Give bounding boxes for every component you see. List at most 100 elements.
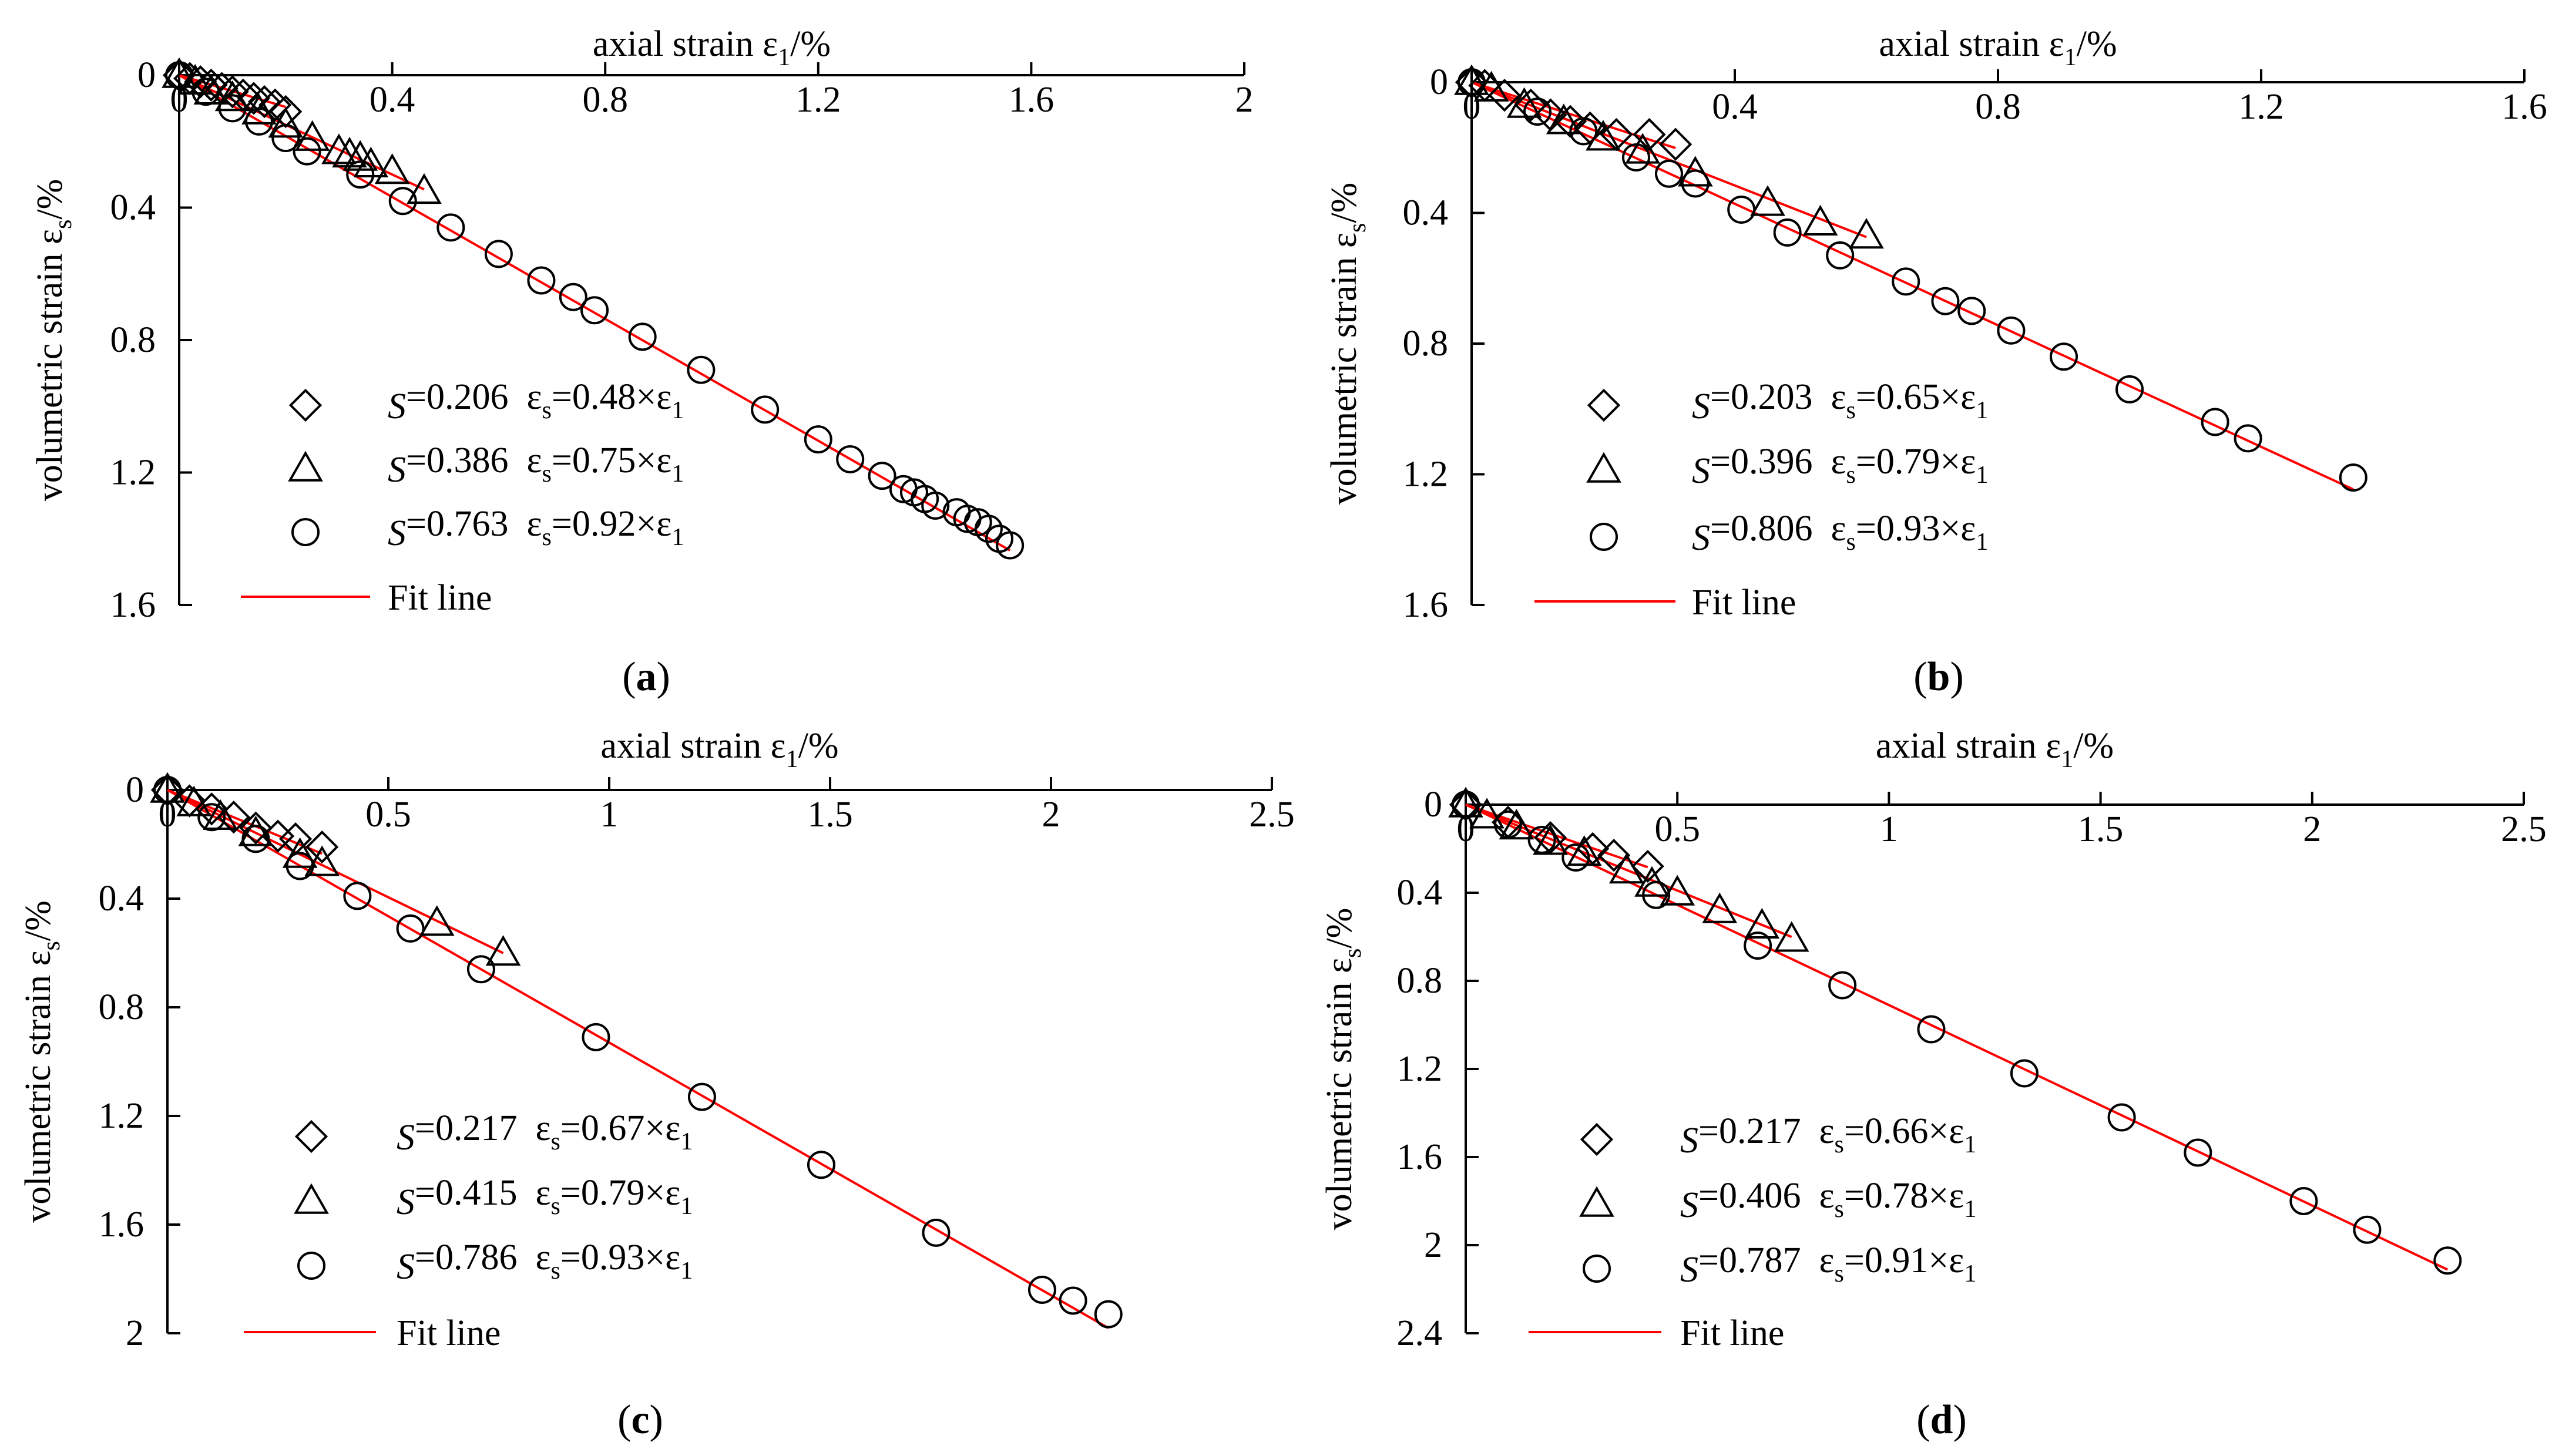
data-point-circle — [286, 852, 314, 880]
legend-marker-diamond — [294, 1119, 328, 1154]
data-point-triangle — [321, 133, 357, 164]
data-point-diamond — [1449, 788, 1483, 822]
data-point-circle — [165, 61, 193, 89]
y-tick-label: 2 — [1424, 1225, 1442, 1265]
data-point-diamond — [305, 830, 339, 864]
y-axis-title: volumetric strain εs/% — [1319, 908, 1366, 1230]
data-point-circle — [2353, 1215, 2382, 1244]
data-point-triangle — [268, 107, 304, 138]
x-axis-title: axial strain ε1/% — [1879, 24, 2117, 71]
data-point-circle — [2184, 1138, 2212, 1167]
data-point-diamond — [1487, 79, 1522, 112]
y-tick-label: 1.2 — [110, 453, 156, 493]
data-point-circle — [1892, 267, 1920, 296]
data-point-diamond — [269, 95, 303, 129]
data-point-circle — [218, 94, 247, 123]
x-axis-title: axial strain ε1/% — [593, 24, 831, 71]
y-tick-label: 1.2 — [1397, 1049, 1443, 1089]
legend-label-triangle: S=0.406 εs=0.78×ε1 — [1680, 1176, 1976, 1225]
x-tick-label: 1.6 — [1009, 80, 1055, 120]
data-point-circle — [244, 107, 273, 136]
x-tick-label: 2 — [2303, 809, 2321, 849]
data-point-circle — [1773, 218, 1802, 247]
data-point-triangle — [1499, 809, 1534, 840]
legend-marker-circle — [291, 518, 320, 546]
data-point-circle — [1027, 1276, 1056, 1304]
y-tick-label: 0.8 — [110, 320, 156, 360]
panel-caption: (c) — [617, 1397, 663, 1442]
data-point-circle — [1997, 316, 2026, 345]
y-tick-label: 1.6 — [1397, 1137, 1443, 1177]
data-point-triangle — [1849, 218, 1884, 249]
x-tick-label: 0.5 — [1654, 809, 1700, 849]
data-point-diamond — [162, 58, 196, 92]
y-tick-label: 1.2 — [1403, 455, 1449, 495]
data-point-circle — [2339, 463, 2367, 492]
data-point-triangle — [282, 837, 318, 868]
data-point-circle — [836, 445, 865, 473]
data-point-triangle — [1533, 824, 1568, 855]
data-point-triangle — [294, 120, 330, 151]
data-point-triangle — [1469, 798, 1505, 829]
data-point-diamond — [237, 82, 271, 115]
legend-marker-circle — [1583, 1255, 1611, 1283]
data-point-diamond — [239, 811, 273, 845]
data-point-circle — [1727, 195, 1756, 224]
x-tick-label: 2.5 — [2501, 809, 2547, 849]
legend-marker-diamond — [1587, 388, 1621, 422]
data-point-circle — [346, 160, 375, 189]
data-point-circle — [2115, 375, 2144, 403]
data-point-circle — [807, 1151, 835, 1179]
data-point-triangle — [1774, 921, 1809, 952]
data-point-circle — [1494, 810, 1523, 839]
data-point-circle — [687, 355, 716, 384]
data-point-circle — [628, 322, 657, 351]
data-point-circle — [1523, 97, 1552, 126]
data-point-triangle — [1566, 835, 1602, 866]
data-point-triangle — [214, 80, 250, 112]
data-point-circle — [2107, 1103, 2136, 1132]
data-point-circle — [241, 825, 270, 853]
data-point-circle — [192, 78, 220, 106]
data-point-circle — [868, 462, 896, 490]
data-point-circle — [466, 955, 495, 984]
data-point-diamond — [258, 88, 292, 122]
data-point-triangle — [241, 93, 277, 125]
data-point-circle — [1452, 791, 1480, 819]
x-tick-label: 2 — [1042, 795, 1060, 835]
data-point-circle — [1957, 297, 1986, 325]
x-tick-label: 1.6 — [2501, 87, 2547, 127]
y-axis-title: volumetric strain εs/% — [1324, 183, 1371, 505]
y-tick-label: 0 — [1430, 62, 1448, 102]
fit-line-circle — [167, 789, 1109, 1329]
y-tick-label: 1.2 — [99, 1096, 145, 1136]
data-point-diamond — [1633, 117, 1666, 152]
data-point-circle — [1828, 971, 1857, 1000]
x-tick-label: 1.2 — [795, 80, 841, 120]
data-point-diamond — [1455, 65, 1489, 99]
x-tick-label: 0.8 — [1975, 87, 2021, 127]
data-point-triangle — [238, 815, 274, 846]
data-point-diamond — [1631, 849, 1664, 883]
x-tick-label: 1.5 — [807, 795, 853, 835]
legend-fit-label: Fit line — [1692, 583, 1796, 623]
data-point-triangle — [1546, 103, 1581, 134]
y-axis-title: volumetric strain εs/% — [18, 900, 65, 1223]
data-point-circle — [2433, 1246, 2462, 1275]
legend-marker-diamond — [288, 388, 323, 422]
data-point-circle — [2050, 342, 2078, 371]
legend-fit-label: Fit line — [1680, 1313, 1784, 1353]
legend-label-triangle: S=0.386 εs=0.75×ε1 — [388, 441, 684, 490]
legend-label-diamond: S=0.217 εs=0.67×ε1 — [397, 1108, 693, 1158]
data-point-circle — [343, 882, 372, 910]
y-axis-title: volumetric strain εs/% — [30, 179, 77, 502]
y-tick-label: 0.4 — [1397, 873, 1443, 913]
legend-fit-label: Fit line — [388, 578, 492, 618]
y-tick-label: 0 — [126, 770, 144, 810]
data-point-circle — [388, 187, 417, 216]
y-tick-label: 0.8 — [1397, 961, 1443, 1001]
data-point-circle — [580, 296, 609, 325]
data-point-triangle — [1702, 892, 1738, 923]
